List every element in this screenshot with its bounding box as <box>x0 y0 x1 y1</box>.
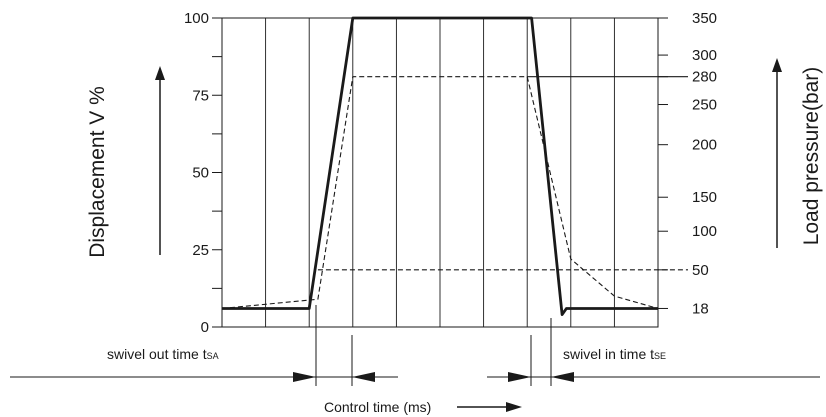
x-axis-title-group: Control time (ms) <box>324 399 522 415</box>
swivel-out-label: swivel out time t <box>107 346 207 362</box>
swivel-in-annotation: swivel in time tSE <box>487 318 820 386</box>
swivel-out-annotation: swivel out time tSA <box>10 305 398 386</box>
swivel-in-subscript: SE <box>654 351 666 361</box>
left-axis-tick-label: 75 <box>192 87 209 104</box>
series-lines <box>221 16 688 317</box>
right-axis-tick-label: 200 <box>692 137 717 154</box>
y-axis-right-arrow <box>772 58 782 248</box>
right-axis-tick-label: 280 <box>692 69 717 86</box>
svg-text:swivel in time tSE: swivel in time tSE <box>563 346 666 362</box>
right-axis-tick-label: 250 <box>692 97 717 114</box>
y-axis-left-title: Displacement V % <box>86 86 109 258</box>
left-axis-tick-label: 50 <box>192 165 209 182</box>
svg-text:swivel out time tSA: swivel out time tSA <box>107 346 219 362</box>
right-axis-tick-label: 100 <box>692 223 717 240</box>
right-axis-tick-label: 50 <box>692 262 709 279</box>
swivel-in-label: swivel in time t <box>563 346 654 362</box>
left-axis-tick-label: 25 <box>192 242 209 259</box>
left-axis-tick-label: 100 <box>184 10 209 27</box>
left-axis-tick-label: 0 <box>201 319 209 336</box>
y-axis-left-arrow <box>155 66 165 255</box>
swivel-out-subscript: SA <box>207 351 219 361</box>
series-line-pressure <box>221 76 659 310</box>
series-line-displacement <box>222 16 658 317</box>
right-axis-tick-label: 350 <box>692 10 717 27</box>
x-axis-title: Control time (ms) <box>324 399 431 415</box>
y-axis-right-title: Load pressure(bar) <box>800 67 823 246</box>
right-axis-tick-label: 300 <box>692 47 717 64</box>
right-axis-tick-label: 18 <box>692 300 709 317</box>
right-axis-tick-label: 150 <box>692 189 717 206</box>
grid <box>221 17 659 328</box>
